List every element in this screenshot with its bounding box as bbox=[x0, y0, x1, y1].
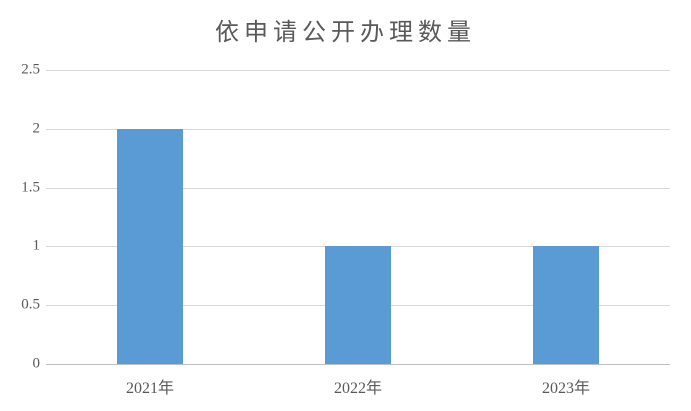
gridline bbox=[46, 187, 670, 189]
chart-title: 依申请公开办理数量 bbox=[215, 20, 476, 46]
y-tick-label: 2 bbox=[32, 120, 41, 137]
y-tick-label: 0.5 bbox=[21, 296, 40, 313]
y-tick-label: 0 bbox=[32, 355, 41, 372]
bar-2022年 bbox=[325, 246, 391, 364]
bar-2021年 bbox=[117, 128, 183, 364]
x-tick-label: 2023年 bbox=[541, 380, 591, 397]
y-tick-label: 1.5 bbox=[21, 179, 40, 196]
bar-2023年 bbox=[533, 246, 599, 364]
y-tick-label: 1 bbox=[32, 237, 41, 254]
x-axis-line bbox=[46, 364, 670, 365]
gridline bbox=[46, 128, 670, 130]
x-tick-label: 2021年 bbox=[125, 380, 175, 397]
y-tick-label: 2.5 bbox=[21, 61, 40, 78]
x-tick-label: 2022年 bbox=[333, 380, 383, 397]
gridline bbox=[46, 70, 670, 71]
plot-area bbox=[46, 70, 670, 365]
